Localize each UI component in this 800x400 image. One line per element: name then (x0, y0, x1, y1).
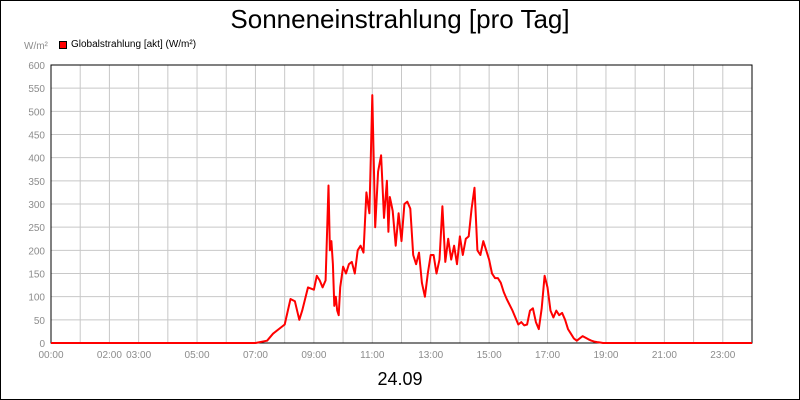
x-tick-label: 05:00 (185, 350, 210, 361)
x-tick-label: 17:00 (535, 350, 560, 361)
x-tick-label: 07:00 (243, 350, 268, 361)
y-tick-label: 200 (28, 246, 45, 257)
x-tick-label: 03:00 (126, 350, 151, 361)
x-axis-date-label: 24.09 (377, 369, 423, 389)
y-tick-label: 250 (28, 223, 45, 234)
y-tick-label: 300 (28, 200, 45, 211)
y-tick-label: 400 (28, 154, 45, 165)
legend: Globalstrahlung [akt] (W/m²) (59, 39, 196, 50)
y-tick-label: 500 (28, 107, 45, 118)
x-tick-label: 09:00 (301, 350, 326, 361)
y-tick-label: 0 (39, 339, 45, 350)
grid (51, 65, 752, 343)
legend-swatch (59, 40, 67, 49)
y-axis-ticks: 0 50 100 150 200 250 300 350 400 450 500 550 600 (28, 61, 45, 350)
y-tick-label: 100 (28, 293, 45, 304)
x-tick-label: 02:00 (97, 350, 122, 361)
y-tick-label: 550 (28, 84, 45, 95)
x-tick-label: 19:00 (593, 350, 618, 361)
y-axis-unit-label: W/m² (24, 41, 48, 52)
y-tick-label: 350 (28, 177, 45, 188)
x-tick-label: 15:00 (477, 350, 502, 361)
x-tick-label: 00:00 (38, 350, 63, 361)
x-tick-label: 23:00 (710, 350, 735, 361)
series-layer (51, 94, 752, 344)
legend-entry-label: Globalstrahlung [akt] (W/m²) (71, 39, 197, 50)
x-tick-label: 13:00 (418, 350, 443, 361)
chart-title: Sonneneinstrahlung [pro Tag] (230, 4, 570, 34)
y-tick-label: 50 (34, 316, 46, 327)
x-tick-label: 11:00 (360, 350, 385, 361)
y-tick-label: 450 (28, 131, 45, 142)
series-line-globalstrahlung (51, 94, 752, 344)
plot-area-border (50, 64, 753, 344)
y-tick-label: 600 (28, 61, 45, 72)
y-tick-label: 150 (28, 270, 45, 281)
x-axis-ticks: 00:00 02:00 03:00 05:00 07:00 09:00 11:00 13:00… (38, 350, 735, 361)
x-tick-label: 21:00 (652, 350, 677, 361)
